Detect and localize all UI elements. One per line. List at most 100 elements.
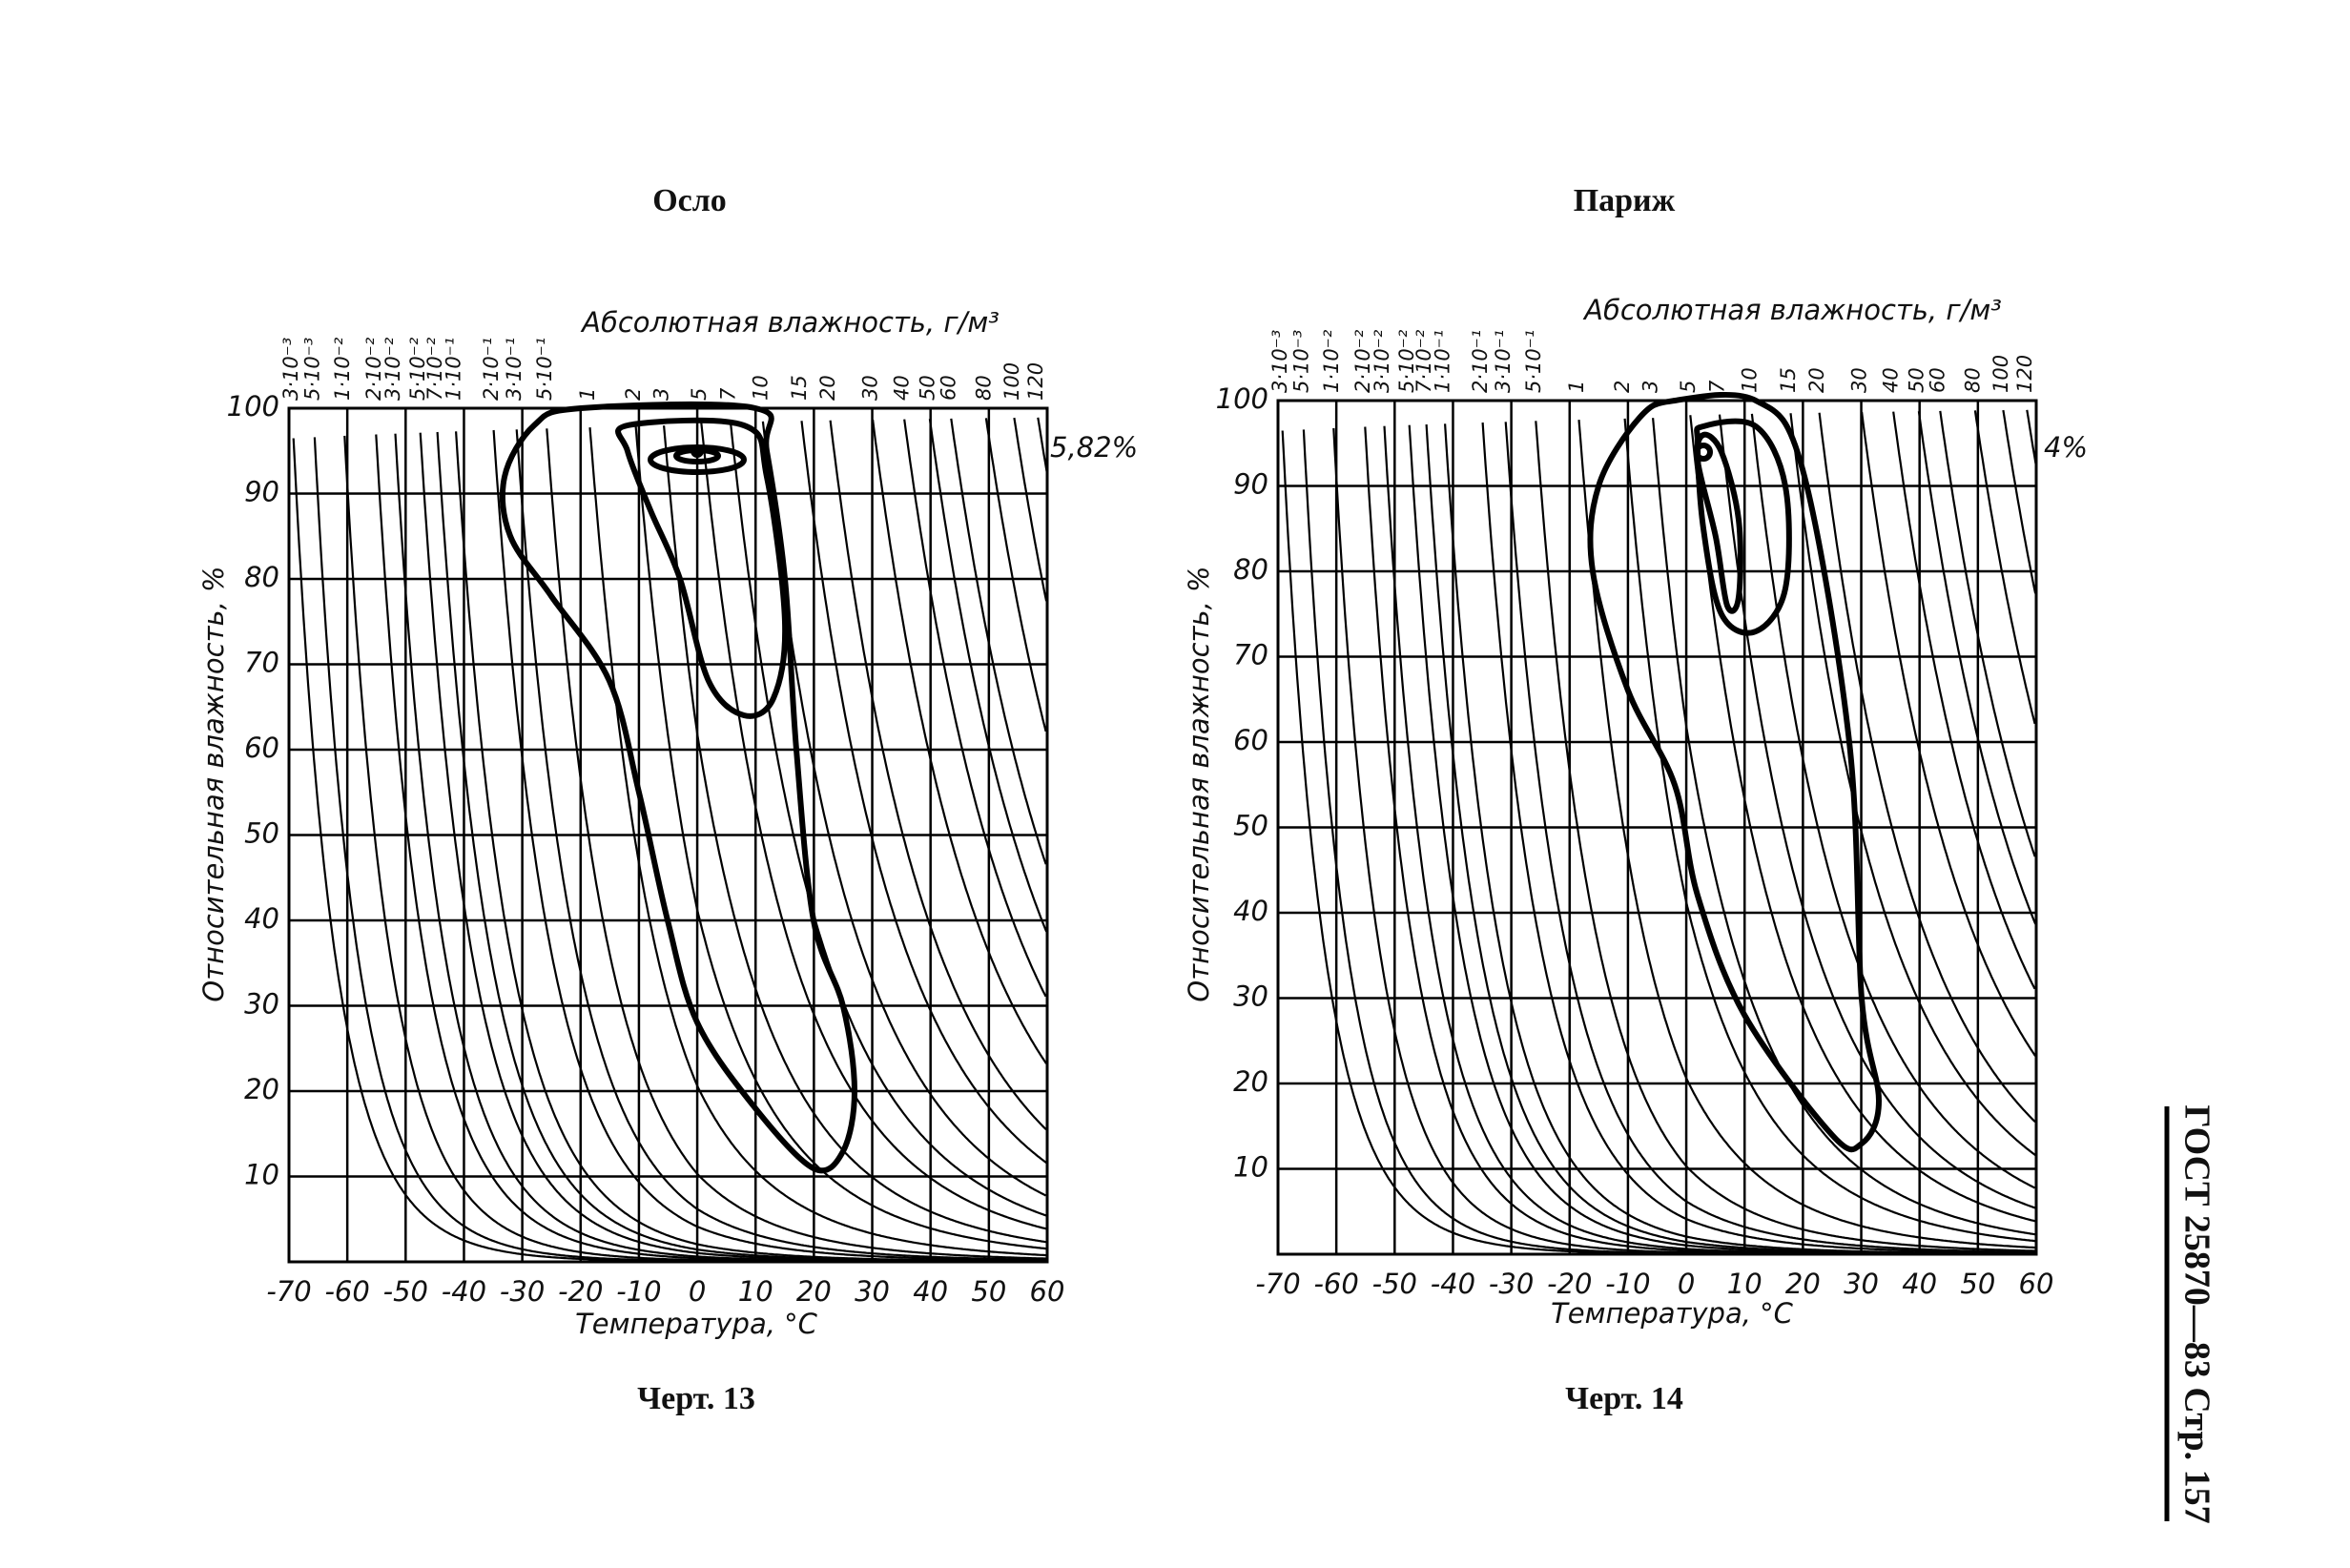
x-axis-label: Температура, °C (1551, 1297, 1794, 1330)
isoline (700, 423, 1047, 1230)
y-tick-label: 100 (227, 390, 279, 423)
isoline (2002, 409, 2037, 594)
side-text: ГОСТ 25870—83 Стр. 157 (2176, 1104, 2216, 1523)
isoline (1535, 421, 2036, 1252)
y-tick-label: 30 (1233, 980, 1268, 1013)
x-tick-label: -20 (1547, 1268, 1592, 1300)
x-tick-label: -70 (1255, 1268, 1300, 1300)
caption: Черт. 14 (1565, 1381, 1683, 1416)
y-tick-label: 70 (244, 647, 279, 679)
plot: -70 -60 -50 -40 -30 -20 -10 0 10 20 30 40 50 60102030… (227, 337, 1065, 1308)
contour (615, 417, 789, 719)
isoline (1861, 411, 2036, 1057)
isoline-label: 1·10⁻¹ (443, 338, 465, 401)
y-axis-label: Относительная влажность, % (197, 566, 230, 1001)
isoline (546, 428, 1047, 1260)
isoline-label: 80 (1961, 367, 1984, 393)
y-tick-label: 80 (244, 561, 279, 593)
isoline (872, 419, 1047, 1064)
contour-peak (691, 444, 704, 458)
x-axis-label: Температура, °C (575, 1308, 818, 1340)
x-tick-label: 50 (971, 1275, 1006, 1308)
contour (1587, 391, 1882, 1153)
isoline-label: 5·10⁻² (1395, 329, 1418, 393)
chart-title: Париж (1574, 183, 1676, 218)
isoline-label: 2·10⁻² (1351, 329, 1374, 393)
isoline-label: 7 (716, 387, 739, 401)
y-tick-label: 40 (1233, 895, 1268, 927)
isoline-label: 50 (916, 375, 938, 401)
isoline (729, 422, 1048, 1217)
x-tick-label: 10 (1727, 1268, 1762, 1300)
isoline (1652, 418, 2035, 1236)
y-tick-label: 30 (244, 988, 279, 1021)
x-tick-label: 40 (913, 1275, 948, 1308)
isoline-label: 2·10⁻² (362, 337, 385, 401)
isoline (1037, 417, 1048, 472)
x-tick-label: 30 (1844, 1268, 1879, 1300)
isoline (1577, 420, 2036, 1249)
isoline (1892, 411, 2036, 990)
isoline (588, 427, 1047, 1257)
annotation: 5,82% (1050, 431, 1138, 464)
y-tick-label: 60 (1233, 724, 1268, 756)
x-tick-label: 10 (738, 1275, 773, 1308)
x-tick-label: -30 (500, 1275, 545, 1308)
isoline (1789, 413, 2036, 1157)
x-tick-label: -50 (383, 1275, 428, 1308)
isoline-label: 7·10⁻² (423, 337, 446, 401)
isoline (1973, 410, 2036, 725)
isoline-label: 5·10⁻² (406, 337, 429, 401)
isoline-label: 1 (1565, 381, 1588, 393)
isoline (313, 437, 1047, 1264)
isoline-label: 100 (1000, 362, 1023, 401)
x-tick-label: 60 (2019, 1268, 2054, 1300)
isoline-label: 2·10⁻¹ (1469, 330, 1492, 393)
y-tick-label: 60 (244, 732, 279, 764)
x-tick-label: -10 (1605, 1268, 1650, 1300)
isoline-label: 3·10⁻³ (279, 338, 302, 401)
isoline-label: 2·10⁻¹ (480, 338, 503, 401)
y-tick-label: 40 (244, 902, 279, 935)
isoline-label: 30 (859, 375, 882, 401)
y-tick-label: 100 (1216, 382, 1268, 415)
x-tick-label: -50 (1372, 1268, 1417, 1300)
isoline (375, 434, 1047, 1263)
isoline-label: 3·10⁻² (1371, 329, 1393, 393)
isoline-label: 3·10⁻¹ (1492, 330, 1515, 393)
isoline-label: 3·10⁻³ (1268, 330, 1291, 393)
y-tick-label: 90 (1233, 468, 1268, 501)
isoline (455, 431, 1047, 1263)
isoline-label: 5·10⁻¹ (533, 338, 556, 401)
isoline (1425, 423, 2036, 1255)
x-tick-label: -60 (324, 1275, 369, 1308)
top-axis-label: Абсолютная влажность, г/м³ (1582, 294, 2002, 326)
isoline-label: 5·10⁻¹ (1522, 330, 1545, 393)
isoline (1013, 417, 1048, 602)
isoline (1917, 411, 2037, 925)
contours (499, 401, 857, 1174)
y-tick-label: 20 (1233, 1065, 1268, 1098)
isoline (800, 421, 1047, 1165)
isoline-label: 3·10⁻¹ (503, 338, 526, 401)
isoline (1364, 426, 2036, 1255)
isoline-label: 1·10⁻² (1320, 329, 1343, 393)
isoline (1939, 410, 2036, 857)
x-tick-label: -40 (442, 1275, 486, 1308)
isoline-label: 120 (1024, 362, 1047, 401)
isoline (634, 425, 1047, 1250)
isoline (1408, 424, 2035, 1255)
plot: -70 -60 -50 -40 -30 -20 -10 0 10 20 30 40 50 60102030… (1216, 329, 2054, 1300)
isoline-label: 40 (1880, 367, 1903, 393)
isoline (1623, 418, 2036, 1243)
y-tick-label: 10 (244, 1159, 279, 1191)
isoline-label: 3 (650, 388, 673, 401)
isoline-label: 5·10⁻³ (300, 338, 323, 401)
contour (1694, 431, 1743, 614)
y-tick-label: 80 (1233, 553, 1268, 586)
isoline (1818, 412, 2036, 1124)
x-tick-label: -20 (558, 1275, 603, 1308)
isoline (436, 431, 1047, 1263)
isoline-label: 1·10⁻² (331, 337, 354, 401)
